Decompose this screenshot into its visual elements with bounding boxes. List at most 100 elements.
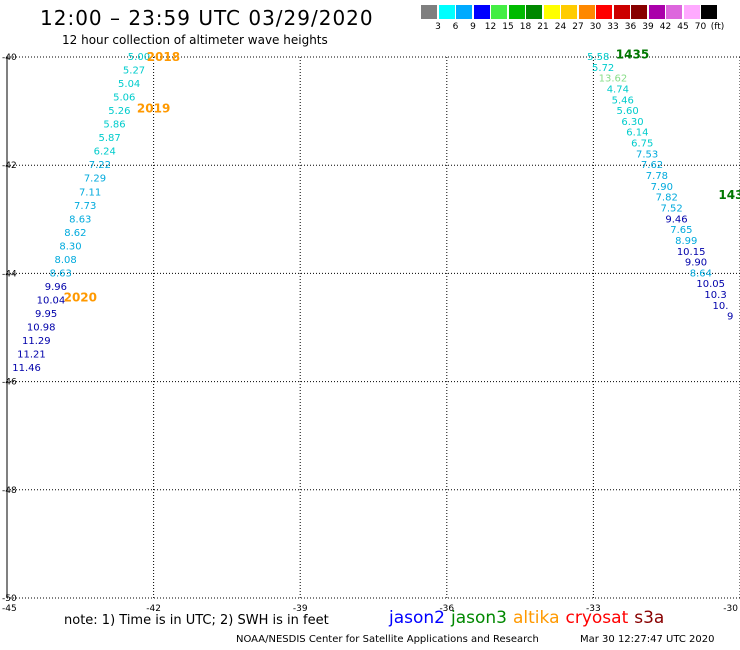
footer-credit: NOAA/NESDIS Center for Satellite Applica… bbox=[236, 634, 539, 645]
time-label: 2019 bbox=[137, 101, 170, 115]
legend-swatch bbox=[421, 5, 437, 19]
legend-label: 70 bbox=[694, 22, 707, 32]
legend-swatch bbox=[648, 5, 665, 19]
wave-height-label: 9.90 bbox=[685, 258, 707, 269]
wave-height-label: 8.08 bbox=[55, 255, 77, 266]
legend-label: 3 bbox=[435, 22, 441, 32]
wave-height-label: 5.26 bbox=[108, 106, 130, 117]
legend-swatch bbox=[666, 5, 682, 19]
legend-swatch bbox=[543, 5, 560, 19]
wave-height-label: 5.60 bbox=[616, 106, 638, 117]
wave-height-label: 9.46 bbox=[665, 214, 687, 225]
wave-height-label: 7.73 bbox=[74, 201, 96, 212]
legend-label: 45 bbox=[677, 22, 689, 32]
x-tick-label: -30 bbox=[723, 604, 738, 614]
wave-height-label: 5.06 bbox=[113, 93, 135, 104]
time-label: 2020 bbox=[64, 291, 97, 305]
time-label: 1436 bbox=[718, 188, 740, 202]
legend-label: 42 bbox=[659, 22, 672, 32]
wave-height-label: 10.15 bbox=[677, 247, 706, 258]
legend-label: 15 bbox=[502, 22, 514, 32]
wave-height-label: 5.04 bbox=[118, 79, 140, 90]
legend-swatch bbox=[491, 5, 507, 19]
wave-height-label: 9.96 bbox=[45, 282, 67, 293]
wave-height-label: 5.00 bbox=[128, 52, 150, 63]
legend-swatch bbox=[561, 5, 577, 19]
wave-height-label: 7.29 bbox=[84, 174, 106, 185]
legend-label: 36 bbox=[624, 22, 637, 32]
wave-height-label: 8.63 bbox=[50, 268, 72, 279]
wave-height-label: 11.46 bbox=[12, 363, 41, 374]
wave-height-label: 5.58 bbox=[587, 52, 609, 63]
wave-height-label: 7.53 bbox=[636, 149, 658, 160]
satellite-label-cryosat: cryosat bbox=[565, 608, 629, 628]
legend-swatch bbox=[701, 5, 717, 19]
wave-height-label: 6.14 bbox=[626, 128, 648, 139]
time-label: 1435 bbox=[616, 47, 649, 61]
wave-height-label: 7.11 bbox=[79, 187, 101, 198]
legend-swatch bbox=[438, 5, 455, 19]
y-tick-label: -40 bbox=[2, 53, 17, 63]
satellite-label-s3a: s3a bbox=[634, 608, 665, 628]
x-tick-label: -42 bbox=[146, 604, 161, 614]
wave-height-label: 5.27 bbox=[123, 66, 145, 77]
wave-height-label: 10.04 bbox=[37, 295, 66, 306]
wave-height-label: 9 bbox=[727, 312, 733, 323]
wave-height-label: 7.78 bbox=[646, 171, 668, 182]
y-tick-label: -48 bbox=[2, 486, 17, 496]
y-tick-label: -42 bbox=[2, 161, 17, 171]
legend-label: 6 bbox=[452, 22, 459, 32]
wave-height-label: 6.30 bbox=[621, 117, 643, 128]
wave-height-label: 5.87 bbox=[98, 133, 120, 144]
x-tick-label: -33 bbox=[586, 604, 601, 614]
wave-height-label: 5.86 bbox=[103, 120, 125, 131]
legend-swatch bbox=[613, 5, 630, 19]
units-note: note: 1) Time is in UTC; 2) SWH is in fe… bbox=[64, 613, 329, 628]
wave-height-label: 10.05 bbox=[696, 279, 725, 290]
wave-height-label: 8.30 bbox=[59, 241, 81, 252]
wave-height-label: 11.29 bbox=[22, 336, 51, 347]
time-label: 2018 bbox=[147, 50, 180, 64]
footer-timestamp: Mar 30 12:27:47 UTC 2020 bbox=[580, 634, 715, 645]
legend-label: 21 bbox=[537, 22, 549, 32]
x-tick-label: -39 bbox=[293, 604, 308, 614]
wave-height-label: 8.62 bbox=[64, 228, 86, 239]
legend-label: 33 bbox=[607, 22, 619, 32]
legend-label: 30 bbox=[589, 22, 602, 32]
wave-height-label: 7.65 bbox=[670, 225, 692, 236]
legend-swatch bbox=[526, 5, 542, 19]
wave-height-label: 10.3 bbox=[704, 290, 726, 301]
wave-height-label: 8.64 bbox=[690, 268, 712, 279]
wave-height-label: 7.90 bbox=[651, 182, 673, 193]
legend-label: 9 bbox=[470, 22, 476, 32]
legend-swatch bbox=[508, 5, 525, 19]
wave-height-label: 7.52 bbox=[660, 203, 682, 214]
wave-height-label: 5.72 bbox=[592, 63, 614, 74]
legend-label: 24 bbox=[554, 22, 567, 32]
wave-height-label: 4.74 bbox=[607, 84, 629, 95]
wave-height-label: 13.62 bbox=[599, 74, 628, 85]
wave-height-label: 8.99 bbox=[675, 236, 697, 247]
wave-height-label: 10. bbox=[713, 301, 729, 312]
wave-height-label: 5.46 bbox=[612, 95, 634, 106]
y-tick-label: -50 bbox=[2, 594, 17, 604]
legend-label: 39 bbox=[642, 22, 654, 32]
y-tick-label: -44 bbox=[2, 269, 17, 279]
y-tick-label: -46 bbox=[2, 378, 17, 388]
satellite-label-jason3: jason3 bbox=[451, 608, 507, 628]
wave-height-label: 6.24 bbox=[94, 147, 116, 158]
wave-height-label: 7.62 bbox=[641, 160, 663, 171]
satellite-label-jason2: jason2 bbox=[389, 608, 445, 628]
wave-height-label: 7.82 bbox=[656, 193, 678, 204]
x-tick-label: -36 bbox=[439, 604, 454, 614]
legend-swatch bbox=[596, 5, 612, 19]
wave-height-label: 11.21 bbox=[17, 350, 46, 361]
satellite-legend: jason2 jason3 altika cryosat s3a bbox=[389, 608, 670, 628]
legend-label: 27 bbox=[572, 22, 584, 32]
legend-unit: (ft) bbox=[710, 22, 725, 32]
chart-title: 12:00 – 23:59 UTC 03/29/2020 bbox=[40, 6, 374, 30]
satellite-label-altika: altika bbox=[513, 608, 560, 628]
wave-height-label: 10.98 bbox=[27, 323, 56, 334]
legend-swatch bbox=[456, 5, 472, 19]
